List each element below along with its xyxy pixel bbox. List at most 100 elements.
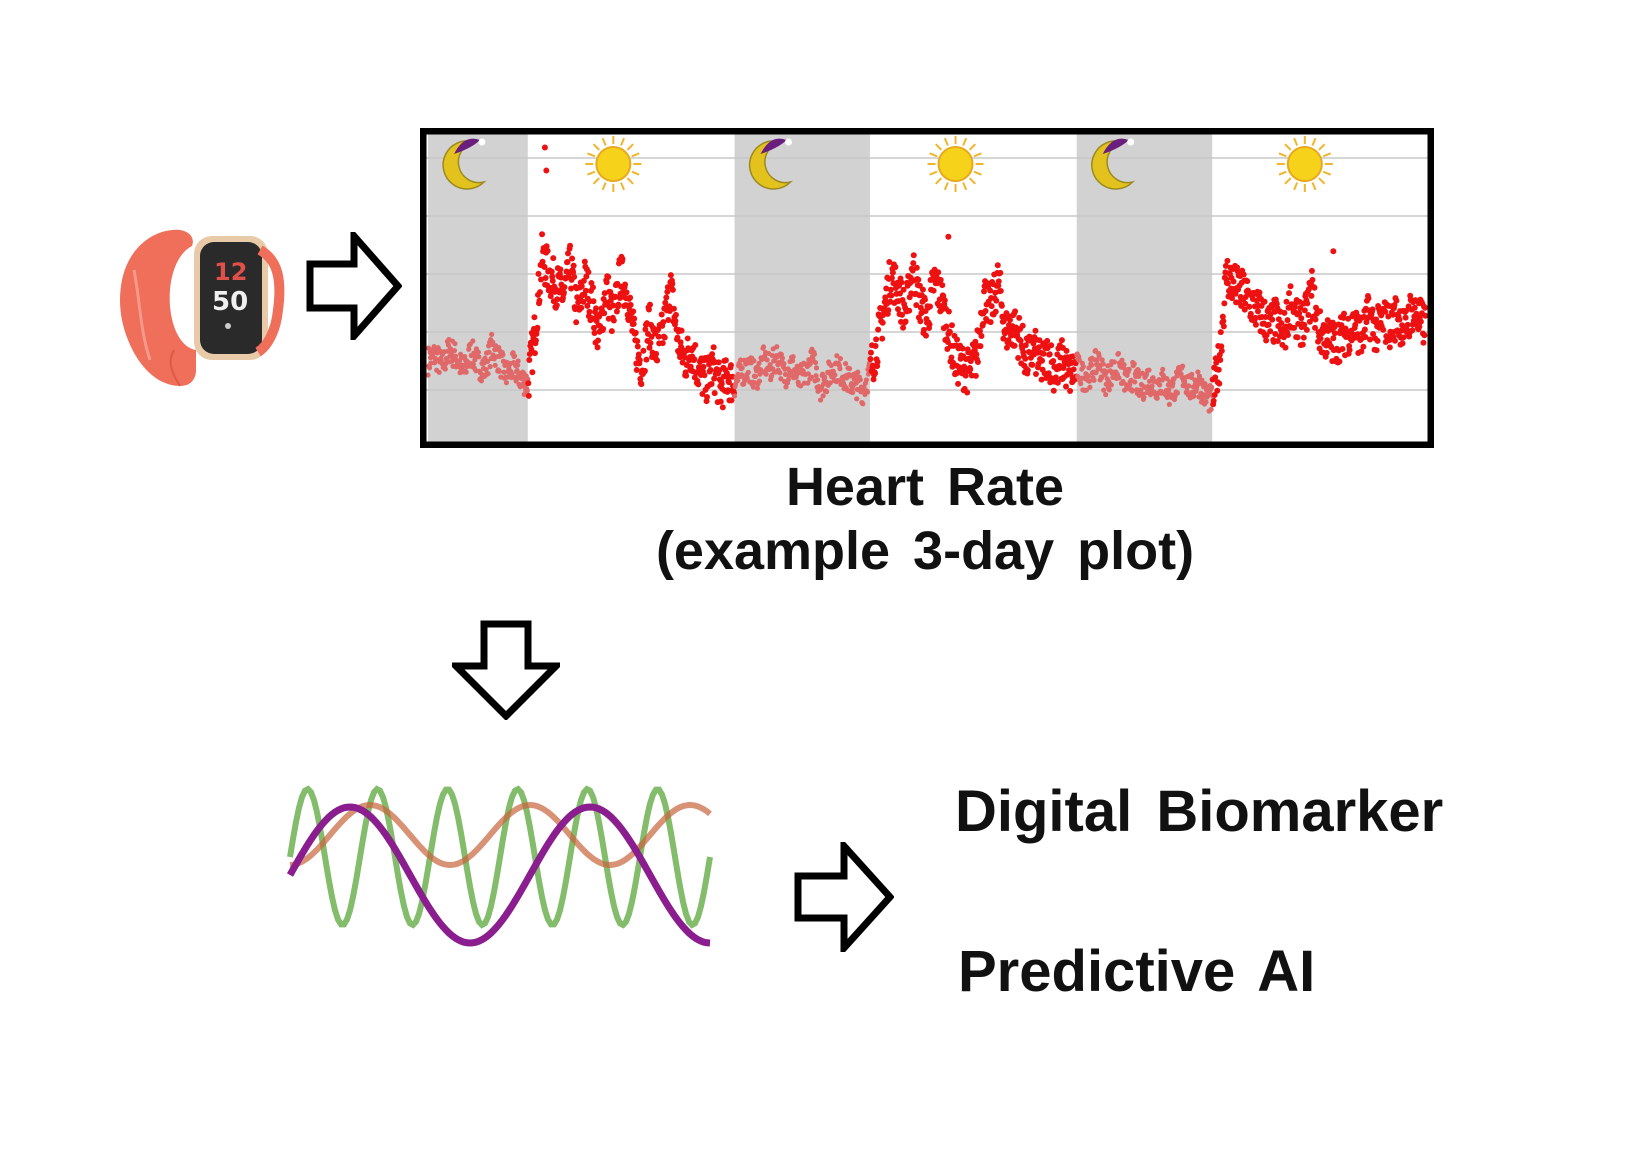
hr-point	[1131, 361, 1137, 367]
hr-point	[1160, 366, 1166, 372]
hr-point	[1220, 323, 1227, 330]
hr-point	[1191, 393, 1197, 399]
hr-point	[538, 276, 545, 283]
hr-point	[1166, 387, 1172, 393]
hr-point	[879, 335, 886, 342]
hr-point	[615, 301, 622, 308]
hr-point	[783, 384, 789, 390]
sine-waves-icon	[286, 785, 713, 947]
hr-point	[1263, 337, 1270, 344]
hr-point	[863, 377, 870, 383]
hr-point	[1282, 344, 1289, 351]
hr-point	[1304, 300, 1311, 307]
heart-rate-chart	[420, 128, 1434, 448]
hr-point	[1360, 343, 1367, 350]
hr-point	[1174, 390, 1181, 396]
hr-point	[790, 354, 796, 360]
hr-point	[1272, 331, 1279, 338]
hr-point	[492, 362, 498, 368]
hr-point	[711, 375, 718, 382]
hr-point	[1411, 304, 1418, 311]
hr-point	[1240, 271, 1247, 278]
hr-point	[634, 343, 641, 350]
hr-point	[972, 372, 979, 379]
hr-point	[1341, 310, 1348, 317]
hr-point	[926, 321, 933, 328]
hr-point	[613, 308, 620, 315]
hr-point	[603, 279, 610, 286]
hr-point	[987, 319, 994, 326]
hr-point	[948, 322, 955, 329]
hr-point	[954, 336, 961, 343]
hr-point	[525, 380, 532, 387]
hr-point	[1281, 309, 1288, 316]
hr-point	[634, 338, 641, 345]
hr-point	[886, 258, 893, 265]
hr-point	[478, 378, 485, 384]
hr-point	[992, 308, 999, 315]
hr-point	[630, 320, 637, 327]
hr-point	[1252, 321, 1259, 328]
hr-point	[632, 329, 639, 336]
hr-point	[1212, 355, 1219, 362]
hr-point	[995, 278, 1002, 285]
hr-point	[1115, 350, 1122, 357]
hr-point	[1085, 373, 1092, 379]
hr-point	[1063, 383, 1070, 390]
hr-point	[595, 337, 602, 344]
hr-point	[1048, 342, 1055, 349]
hr-point	[1416, 323, 1423, 330]
hr-point	[642, 326, 649, 333]
hr-point	[974, 359, 981, 366]
hr-point	[888, 274, 895, 281]
hr-point	[1017, 337, 1024, 344]
hr-point	[744, 375, 750, 381]
hr-point	[529, 369, 536, 376]
hr-point	[1091, 377, 1097, 383]
hr-point	[605, 273, 612, 280]
hr-point	[590, 298, 597, 305]
hr-point	[1278, 320, 1285, 327]
hr-point	[939, 282, 946, 289]
hr-point	[1283, 298, 1290, 305]
hr-point	[1103, 391, 1109, 398]
hr-point	[997, 287, 1004, 294]
hr-point	[426, 365, 433, 371]
hr-point	[667, 272, 674, 279]
hr-point	[943, 323, 950, 330]
hr-point	[654, 357, 661, 364]
hr-point	[1244, 278, 1251, 285]
hr-point	[1016, 314, 1023, 321]
hr-point	[798, 383, 804, 389]
hr-point	[585, 269, 592, 276]
hr-point	[707, 366, 714, 373]
hr-point	[594, 344, 601, 351]
hr-point	[913, 264, 920, 271]
hr-point	[811, 351, 818, 357]
hr-point	[982, 308, 989, 315]
hr-point	[631, 315, 638, 322]
hr-point	[570, 269, 577, 276]
hr-point	[684, 335, 691, 342]
hr-point	[978, 332, 985, 339]
hr-point	[600, 325, 607, 332]
hr-point	[635, 351, 642, 358]
hr-point	[1241, 306, 1248, 313]
hr-point	[1403, 307, 1410, 314]
hr-point	[892, 264, 899, 271]
hr-point	[1301, 307, 1308, 314]
hr-point	[1308, 292, 1315, 299]
hr-point	[900, 286, 907, 293]
hr-point	[677, 339, 684, 346]
hr-point	[1311, 284, 1318, 291]
hr-point	[872, 342, 879, 349]
smartwatch-icon: 12 50	[120, 229, 285, 387]
hr-point	[608, 328, 615, 335]
hr-point	[906, 307, 913, 314]
hr-point	[1346, 346, 1353, 353]
hr-point	[1080, 364, 1086, 370]
hr-point	[1354, 331, 1361, 338]
hr-point	[750, 384, 756, 390]
hr-point	[1022, 355, 1029, 362]
hr-point	[622, 281, 629, 288]
